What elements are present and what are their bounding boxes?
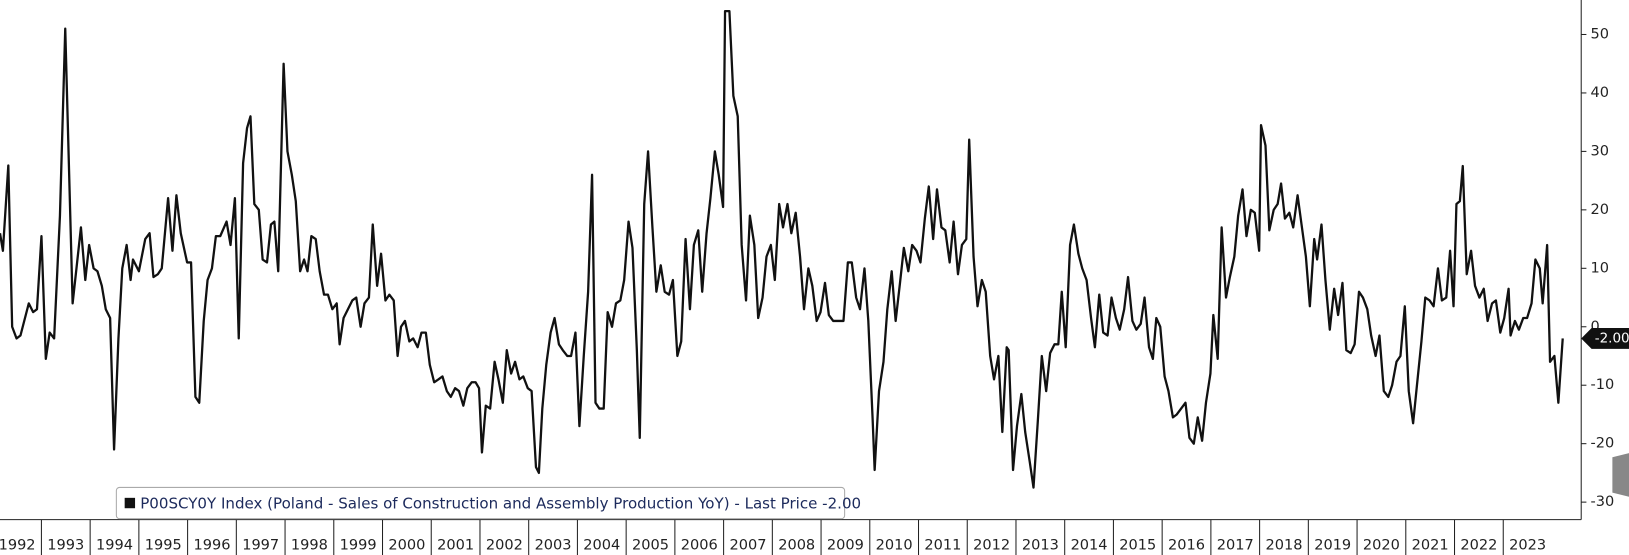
x-tick-label: 2016 bbox=[1168, 538, 1205, 554]
legend-swatch bbox=[124, 497, 136, 509]
last-value-tag bbox=[1581, 328, 1629, 349]
y-tick-label: 40 bbox=[1591, 85, 1609, 101]
x-tick-label: 1999 bbox=[340, 538, 377, 554]
x-tick-label: 2001 bbox=[437, 538, 474, 554]
x-tick-label: 2021 bbox=[1412, 538, 1449, 554]
x-tick-label: 2020 bbox=[1363, 538, 1400, 554]
y-tick-label: 20 bbox=[1591, 202, 1609, 218]
x-tick-label: 2003 bbox=[535, 538, 572, 554]
series-line bbox=[0, 9, 1564, 489]
x-tick-label: 2007 bbox=[729, 538, 766, 554]
y-tick-label: -10 bbox=[1591, 377, 1615, 393]
y-tick-label: -20 bbox=[1591, 436, 1615, 452]
y-tick-label: 0 bbox=[1591, 319, 1600, 335]
legend-box bbox=[115, 486, 846, 520]
x-tick-label: 2002 bbox=[486, 538, 523, 554]
x-tick-label: 2005 bbox=[632, 538, 669, 554]
x-tick-label: 2008 bbox=[778, 538, 815, 554]
x-tick-label: 2019 bbox=[1314, 538, 1351, 554]
x-tick-label: 2013 bbox=[1022, 538, 1059, 554]
x-tick-label: 1997 bbox=[242, 538, 279, 554]
x-tick-label: 1993 bbox=[47, 538, 84, 554]
x-tick-label: 2010 bbox=[876, 538, 913, 554]
x-tick-label: 1995 bbox=[145, 538, 182, 554]
x-tick-label: 2011 bbox=[924, 538, 961, 554]
legend-label: P00SCY0Y Index (Poland - Sales of Constr… bbox=[140, 495, 861, 513]
y-tick-label: 50 bbox=[1591, 26, 1609, 42]
scroll-button[interactable] bbox=[1612, 453, 1629, 497]
x-tick-label: 2000 bbox=[388, 538, 425, 554]
x-tick-label: 2018 bbox=[1265, 538, 1302, 554]
x-tick-label: 1996 bbox=[193, 538, 230, 554]
x-tick-label: 2014 bbox=[1071, 538, 1108, 554]
x-tick-label: 1998 bbox=[291, 538, 328, 554]
x-tick-label: 2006 bbox=[681, 538, 718, 554]
x-tick-label: 2004 bbox=[583, 538, 620, 554]
y-tick-label: -30 bbox=[1591, 494, 1615, 510]
last-value-label: -2.00 bbox=[1595, 330, 1629, 346]
x-tick-label: 1992 bbox=[0, 538, 36, 554]
y-tick-label: 10 bbox=[1591, 260, 1609, 276]
x-tick-label: 1994 bbox=[96, 538, 133, 554]
x-tick-label: 2023 bbox=[1509, 538, 1546, 554]
x-tick-label: 2015 bbox=[1119, 538, 1156, 554]
x-tick-label: 2017 bbox=[1217, 538, 1254, 554]
legend: P00SCY0Y Index (Poland - Sales of Constr… bbox=[115, 486, 861, 520]
x-tick-label: 2009 bbox=[827, 538, 864, 554]
x-tick-label: 2022 bbox=[1460, 538, 1497, 554]
y-tick-label: 30 bbox=[1591, 143, 1609, 159]
x-tick-label: 2012 bbox=[973, 538, 1010, 554]
